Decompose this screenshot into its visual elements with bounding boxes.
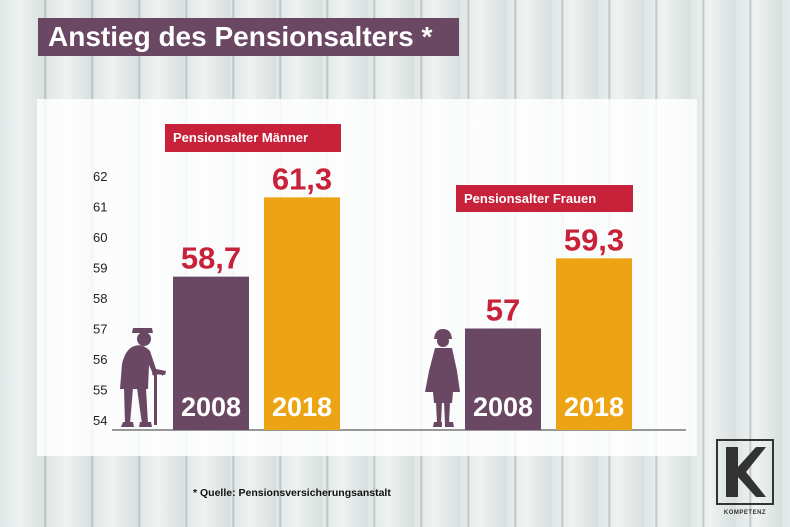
- y-tick-label: 58: [93, 291, 107, 306]
- group-label-men: Pensionsalter Männer: [165, 124, 341, 152]
- data-label: 61,3: [272, 161, 332, 196]
- category-label: 2008: [181, 392, 241, 422]
- data-label: 59,3: [564, 222, 624, 257]
- y-tick-label: 59: [93, 261, 107, 276]
- page-title: Anstieg des Pensionsalters *: [48, 21, 433, 52]
- group-label-women: Pensionsalter Frauen: [456, 185, 633, 212]
- bar-2008: [173, 276, 249, 430]
- y-tick-label: 62: [93, 169, 107, 184]
- title-banner: [38, 18, 459, 56]
- data-label: 58,7: [181, 241, 241, 276]
- kompetenz-logo-icon: [716, 439, 774, 505]
- data-label: 57: [486, 293, 520, 328]
- elderly-man-with-cane-icon: [120, 328, 166, 427]
- category-label: 2018: [272, 392, 332, 422]
- elderly-woman-icon: [425, 329, 460, 427]
- y-tick-label: 60: [93, 230, 107, 245]
- bar-2018: [264, 197, 340, 430]
- y-tick-label: 55: [93, 383, 107, 398]
- y-tick-label: 56: [93, 352, 107, 367]
- bar-2008: [465, 328, 541, 430]
- source-note: * Quelle: Pensionsversicherungsanstalt: [193, 487, 391, 499]
- bar-2018: [556, 258, 632, 430]
- y-tick-label: 57: [93, 322, 107, 337]
- category-label: 2018: [564, 392, 624, 422]
- category-label: 2008: [473, 392, 533, 422]
- logo-text: KOMPETENZ: [723, 510, 767, 516]
- y-tick-label: 61: [93, 200, 107, 215]
- y-tick-label: 54: [93, 413, 107, 428]
